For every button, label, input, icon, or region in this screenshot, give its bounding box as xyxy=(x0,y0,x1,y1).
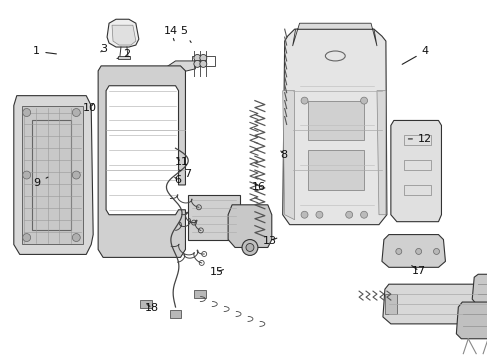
Text: 8: 8 xyxy=(279,150,286,160)
Circle shape xyxy=(315,211,322,218)
Polygon shape xyxy=(382,284,488,324)
Text: 16: 16 xyxy=(251,182,265,192)
Text: 15: 15 xyxy=(209,267,223,277)
Polygon shape xyxy=(455,302,488,339)
Polygon shape xyxy=(188,195,240,239)
Text: 7: 7 xyxy=(179,168,190,179)
Polygon shape xyxy=(384,294,396,314)
Polygon shape xyxy=(194,290,206,298)
Polygon shape xyxy=(118,56,130,59)
Circle shape xyxy=(301,97,307,104)
Circle shape xyxy=(301,211,307,218)
Circle shape xyxy=(72,109,80,117)
Polygon shape xyxy=(376,91,385,215)
Polygon shape xyxy=(282,29,386,225)
Circle shape xyxy=(194,60,201,67)
Polygon shape xyxy=(98,66,185,257)
Polygon shape xyxy=(161,61,195,81)
Circle shape xyxy=(360,97,367,104)
Polygon shape xyxy=(112,25,136,45)
Circle shape xyxy=(360,211,367,218)
Polygon shape xyxy=(140,300,151,308)
Circle shape xyxy=(72,171,80,179)
Text: 10: 10 xyxy=(83,103,97,113)
Circle shape xyxy=(415,248,421,255)
Circle shape xyxy=(72,234,80,242)
Polygon shape xyxy=(107,19,139,47)
Text: 9: 9 xyxy=(34,177,48,188)
Polygon shape xyxy=(471,274,488,304)
Circle shape xyxy=(194,54,201,62)
Polygon shape xyxy=(390,121,441,222)
Circle shape xyxy=(200,60,206,67)
Polygon shape xyxy=(228,205,271,247)
Text: 18: 18 xyxy=(145,303,159,313)
Polygon shape xyxy=(292,23,376,46)
Text: 17: 17 xyxy=(411,266,426,276)
Polygon shape xyxy=(21,105,83,244)
Polygon shape xyxy=(282,91,294,220)
Text: 13: 13 xyxy=(263,236,277,246)
Text: 6: 6 xyxy=(174,175,181,185)
Circle shape xyxy=(22,109,31,117)
Text: 2: 2 xyxy=(117,49,130,59)
Polygon shape xyxy=(307,100,364,140)
Circle shape xyxy=(433,248,439,255)
Text: 11: 11 xyxy=(174,157,188,167)
Polygon shape xyxy=(169,310,181,318)
Circle shape xyxy=(245,243,253,251)
Text: 5: 5 xyxy=(180,26,191,42)
Text: 3: 3 xyxy=(100,44,107,54)
Circle shape xyxy=(22,171,31,179)
Circle shape xyxy=(200,54,206,62)
Circle shape xyxy=(242,239,257,255)
Text: 12: 12 xyxy=(407,134,431,144)
Text: 1: 1 xyxy=(33,46,56,57)
Polygon shape xyxy=(14,96,93,255)
Text: 14: 14 xyxy=(163,26,178,41)
Circle shape xyxy=(345,211,352,218)
Polygon shape xyxy=(307,150,364,190)
Text: 4: 4 xyxy=(401,46,427,64)
Polygon shape xyxy=(381,235,445,267)
Circle shape xyxy=(22,234,31,242)
Circle shape xyxy=(395,248,401,255)
